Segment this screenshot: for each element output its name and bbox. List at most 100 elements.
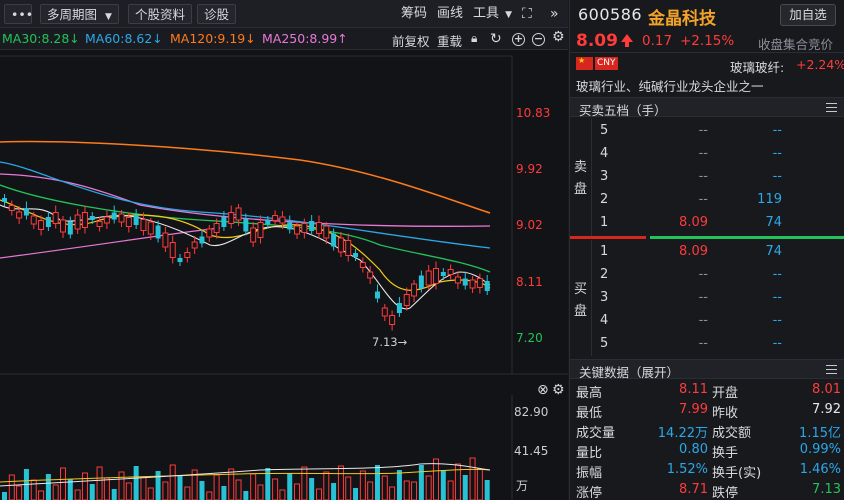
candle-body — [67, 221, 73, 235]
sell-row[interactable]: 5 -- -- — [592, 119, 844, 142]
stock-info-button[interactable]: 个股资料 — [128, 4, 193, 24]
volume-bar — [447, 480, 454, 500]
keydata-header[interactable]: 关键数据（展开） — [570, 359, 844, 380]
keydata-row: 涨停 8.71 跌停 7.13 — [570, 481, 844, 500]
volume-bar — [250, 473, 257, 500]
keydata-label: 振幅 — [576, 466, 603, 481]
period-dropdown[interactable]: 多周期图 ▼ — [40, 4, 119, 24]
close-volume-icon[interactable]: ⊗ — [537, 382, 549, 398]
volume-bar — [469, 457, 476, 500]
keydata-value: 8.71 — [679, 482, 708, 497]
keydata-row: 最高 8.11 开盘 8.01 — [570, 381, 844, 401]
refresh-icon[interactable]: ↻ — [490, 31, 502, 47]
level-number: 5 — [600, 336, 609, 351]
order-price: 8.09 — [679, 244, 708, 259]
sector-name[interactable]: 玻璃玻纤: — [730, 60, 785, 75]
ma-legend: MA30:8.28↓ MA60:8.62↓ MA120:9.19↓ MA250:… — [0, 28, 568, 50]
volume-bar — [8, 474, 15, 500]
candle-body — [140, 219, 147, 231]
sell-row[interactable]: 4 -- -- — [592, 142, 844, 165]
buy-row[interactable]: 5 -- -- — [592, 332, 844, 355]
candle-body — [2, 198, 7, 202]
menu-icon[interactable] — [826, 365, 837, 374]
candle-body — [315, 222, 322, 234]
sell-row[interactable]: 3 -- -- — [592, 165, 844, 188]
level-number: 3 — [600, 290, 609, 305]
keydata-row: 最低 7.99 昨收 7.92 — [570, 401, 844, 421]
stock-code: 600586 — [578, 5, 643, 24]
buy-row[interactable]: 4 -- -- — [592, 309, 844, 332]
order-volume: -- — [772, 123, 782, 138]
zoom-out-icon[interactable]: − — [532, 32, 545, 46]
candle-body — [228, 212, 235, 224]
volume-bar — [52, 484, 59, 500]
volume-bar — [257, 484, 264, 500]
period-label: 多周期图 — [47, 7, 98, 22]
volume-bar — [213, 474, 220, 500]
candle-body — [484, 281, 490, 291]
keydata-value: 1.52% — [666, 462, 708, 477]
buy-row[interactable]: 3 -- -- — [592, 286, 844, 309]
candle-body — [345, 240, 352, 256]
volume-bar — [2, 492, 7, 500]
candle-body — [8, 205, 15, 211]
buy-row[interactable]: 1 8.09 74 — [592, 240, 844, 263]
candle-body — [374, 291, 380, 299]
fullscreen-icon[interactable]: ⛶ — [522, 6, 532, 22]
order-volume: 74 — [765, 244, 782, 259]
ma60-line — [0, 161, 491, 249]
keydata-value: 14.22万 — [657, 426, 708, 441]
volume-bar — [30, 479, 37, 500]
level-number: 2 — [600, 267, 609, 282]
sell-row[interactable]: 1 8.09 74 — [592, 211, 844, 234]
reload-button[interactable]: 重载 — [437, 34, 463, 49]
kline-chart[interactable]: 10.83 9.92 9.02 8.11 7.20 7.13→ ⊗ ⚙ 82.9… — [0, 50, 568, 500]
candle-body — [411, 283, 418, 297]
keydata-label: 换手 — [712, 446, 739, 461]
candle-body — [476, 278, 483, 288]
order-price: -- — [698, 146, 708, 161]
adjust-button[interactable]: 前复权 — [392, 34, 430, 49]
keydata-value: 0.80 — [679, 442, 708, 457]
more-icon[interactable]: ••• — [4, 4, 33, 24]
drawing-button[interactable]: 画线 — [437, 6, 464, 21]
lock-icon[interactable]: 🔒︎ — [471, 31, 478, 45]
volume-bar — [287, 473, 293, 500]
currency-badge: CNY — [595, 57, 618, 70]
volume-bar — [81, 472, 88, 500]
candle-body — [469, 279, 476, 289]
kline-svg[interactable]: 10.83 9.92 9.02 8.11 7.20 7.13→ ⊗ ⚙ 82.9… — [0, 50, 568, 500]
menu-icon[interactable] — [826, 103, 837, 112]
order-volume: -- — [772, 169, 782, 184]
candle-body — [81, 212, 88, 228]
volume-bar — [345, 476, 352, 500]
volume-bar — [484, 480, 490, 500]
settings-gear-icon[interactable]: ⚙ — [552, 29, 565, 45]
volume-tick: 41.45 — [514, 444, 548, 458]
tools-dropdown[interactable]: 工具 ▼ — [473, 4, 512, 24]
tools-label: 工具 — [473, 6, 500, 21]
order-volume: 119 — [757, 192, 782, 207]
candle-body — [96, 221, 103, 227]
candle-body — [16, 211, 23, 219]
chips-button[interactable]: 筹码 — [401, 6, 428, 21]
volume-bar — [169, 464, 176, 500]
buy-row[interactable]: 2 -- -- — [592, 263, 844, 286]
keydata-value: 8.01 — [812, 382, 841, 397]
ma60-text: MA60:8.62 — [85, 31, 153, 46]
diagnosis-button[interactable]: 诊股 — [197, 4, 237, 24]
add-watchlist-button[interactable]: 加自选 — [780, 4, 836, 26]
zoom-in-icon[interactable]: + — [512, 32, 525, 46]
volume-bar — [60, 467, 67, 500]
price-tick: 10.83 — [516, 106, 550, 120]
order-volume: -- — [772, 290, 782, 305]
sell-row[interactable]: 2 -- 119 — [592, 188, 844, 211]
volume-settings-icon[interactable]: ⚙ — [552, 382, 565, 398]
price-change: 0.17 — [642, 33, 673, 49]
candle-body — [337, 237, 344, 253]
candle-body — [432, 268, 439, 284]
keydata-label: 成交额 — [712, 426, 752, 441]
collapse-icon[interactable]: » — [550, 6, 559, 22]
volume-bar — [96, 466, 103, 500]
candle-body — [294, 225, 301, 235]
